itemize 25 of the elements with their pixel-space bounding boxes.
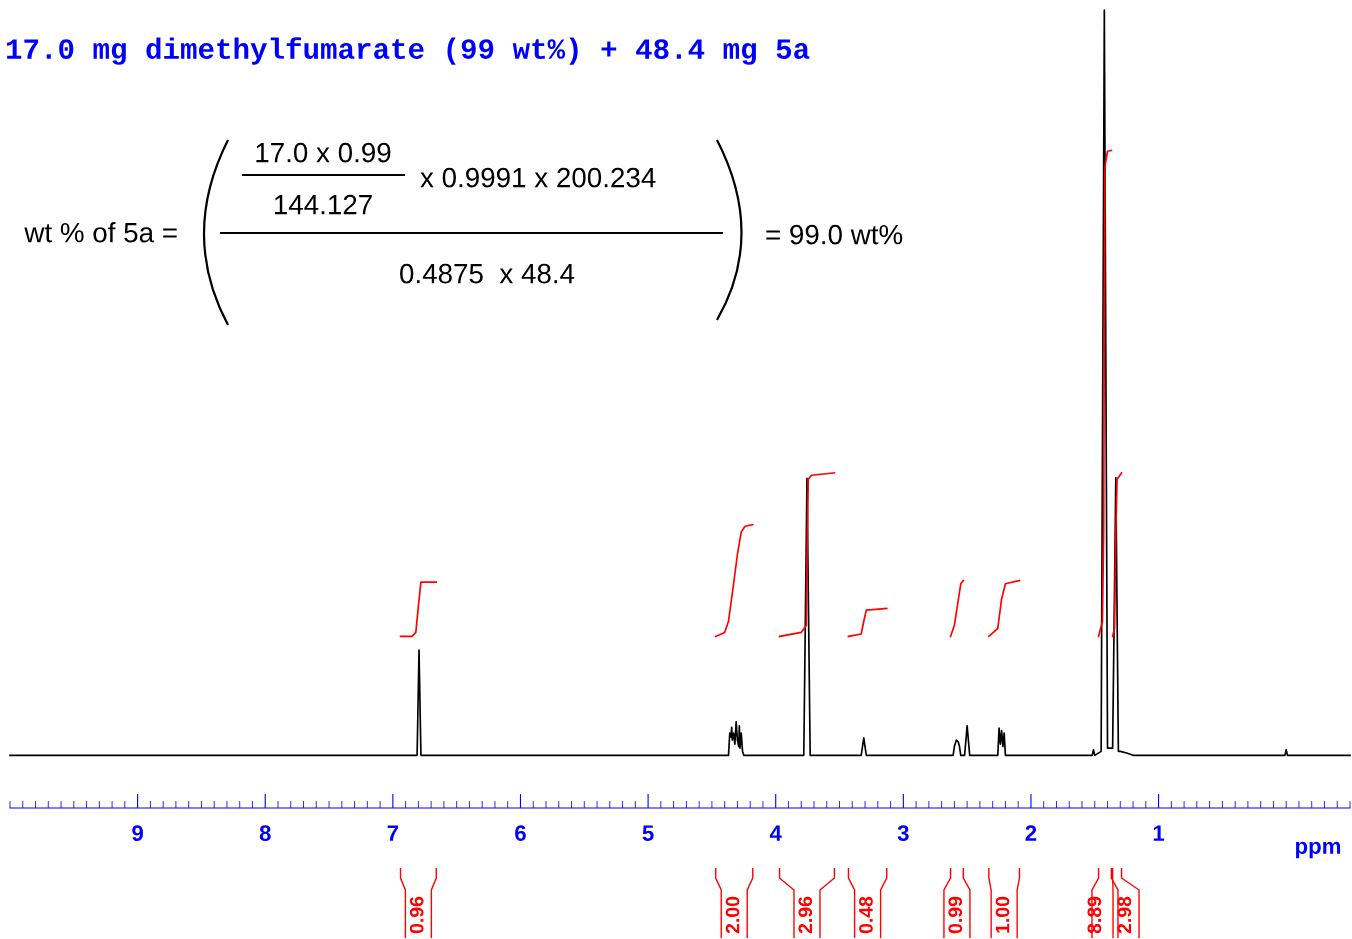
x-tick-label: 1 [1153,825,1165,841]
x-axis-title: ppm [1296,841,1341,859]
x-tick-label: 2 [1025,825,1037,841]
text: 0.96 [409,896,424,934]
text: 2.96 [798,896,813,934]
annotation: x 0.9991 x 200.234 [420,167,656,188]
x-tick-label: 6 [515,825,526,841]
x-tick-label: 8 [259,825,271,841]
x-tick-label: 5 [642,825,654,841]
annotation: 0.4875 x 48.4 [400,263,575,284]
text: 0.48 [859,896,873,934]
annotation: wt % of 5a = [24,222,177,243]
x-tick-label: 7 [387,825,399,841]
text: 8.89 [1087,896,1102,934]
annotation: = 99.0 wt% [766,224,903,245]
text: 2.98 [1117,896,1132,934]
text: 1.00 [995,896,1010,933]
annotation: 17.0 x 0.99 [256,142,391,163]
x-tick-label: 9 [132,825,143,841]
annotation: 144.127 [274,194,372,215]
text: 2.00 [725,896,740,934]
x-tick-label: 4 [769,825,782,841]
x-tick-label: 3 [897,825,909,842]
text: 0.99 [948,896,963,934]
text: 17.0 mg dimethylfumarate (99 wt%) + 48.4 mg 5a [6,37,810,65]
